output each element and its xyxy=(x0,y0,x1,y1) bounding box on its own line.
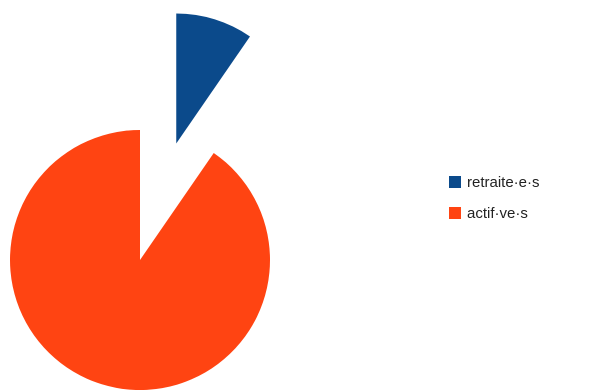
pie-slices xyxy=(9,13,271,390)
pie-slice-actifs xyxy=(9,130,271,390)
pie-slice-retraites xyxy=(176,13,250,144)
legend-swatch-retraites xyxy=(449,176,461,188)
legend-label-retraites: retraite·e·s xyxy=(467,174,540,191)
legend-swatch-actifs xyxy=(449,207,461,219)
legend-label-actifs: actif·ve·s xyxy=(467,205,528,222)
chart-legend: retraite·e·s actif·ve·s xyxy=(449,174,540,222)
